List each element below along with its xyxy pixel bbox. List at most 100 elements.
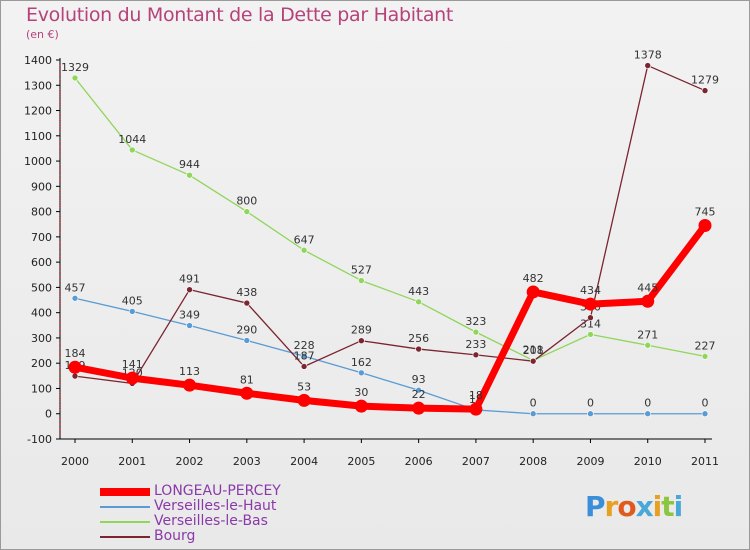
- proxiti-logo: Proxiti: [585, 490, 684, 523]
- x-tick-label: 2000: [61, 455, 89, 468]
- y-tick-label: 700: [31, 231, 52, 244]
- data-point: [358, 369, 365, 377]
- data-point: [71, 74, 79, 82]
- data-label: 187: [294, 349, 315, 362]
- y-minor-tick: [59, 99, 61, 102]
- data-label: 93: [412, 373, 426, 386]
- data-point: [641, 294, 655, 308]
- y-minor-tick: [59, 321, 61, 324]
- y-minor-tick: [59, 241, 61, 243]
- data-label: 18: [469, 389, 483, 402]
- data-point: [583, 297, 597, 311]
- y-tick-label: -100: [27, 433, 52, 446]
- data-point: [297, 393, 311, 407]
- y-minor-tick: [59, 175, 61, 178]
- legend-label: Bourg: [154, 528, 196, 544]
- y-minor-tick: [59, 139, 61, 142]
- data-point: [412, 401, 426, 415]
- y-minor-tick: [59, 200, 61, 203]
- y-tick-label: 500: [31, 281, 52, 294]
- logo-letter: i: [652, 490, 663, 523]
- data-label: 323: [465, 315, 486, 328]
- y-minor-tick: [59, 296, 61, 299]
- logo-letter: r: [604, 490, 619, 523]
- data-label: 290: [236, 323, 257, 336]
- y-minor-tick: [59, 150, 61, 152]
- series-longeau-percey: 184 141 113 81 53 30 22 18 482 434 445 745: [65, 205, 716, 416]
- y-tick-label: 1400: [24, 54, 52, 67]
- x-tick-label: 2003: [233, 455, 261, 468]
- data-label: 457: [65, 281, 86, 294]
- data-label: 434: [580, 284, 601, 297]
- y-minor-tick: [59, 266, 61, 269]
- data-label: 30: [354, 386, 368, 399]
- y-minor-tick: [59, 347, 61, 349]
- y-minor-tick: [59, 276, 61, 279]
- series-verseilles-le-bas: 1329 1044 944 800 647 527 443 323 211 314 271 227: [61, 61, 716, 364]
- y-minor-tick: [59, 427, 61, 430]
- data-point: [240, 386, 254, 400]
- y-minor-tick: [59, 256, 61, 258]
- data-label: 443: [408, 285, 429, 298]
- data-label: 1329: [61, 61, 89, 74]
- data-point: [68, 360, 82, 374]
- y-minor-tick: [59, 220, 61, 223]
- y-minor-tick: [59, 397, 61, 400]
- legend-label: LONGEAU-PERCEY: [154, 483, 281, 499]
- data-label: 800: [236, 195, 257, 208]
- data-label: 445: [637, 281, 658, 294]
- data-label: 81: [240, 373, 254, 386]
- legend-swatch: [100, 488, 150, 496]
- legend-swatch: [100, 536, 150, 538]
- data-label: 289: [351, 324, 372, 337]
- data-point: [587, 314, 594, 322]
- data-point: [71, 372, 79, 380]
- data-point: [415, 298, 422, 306]
- data-label: 491: [179, 273, 200, 286]
- data-point: [183, 378, 197, 392]
- y-minor-tick: [59, 382, 61, 385]
- y-minor-tick: [59, 195, 61, 198]
- y-tick-label: 1100: [24, 130, 52, 143]
- y-tick-label: 1200: [24, 105, 52, 118]
- data-label: 527: [351, 264, 372, 277]
- y-minor-tick: [59, 104, 61, 107]
- y-minor-tick: [59, 215, 61, 218]
- y-minor-tick: [59, 124, 61, 127]
- logo-letter: i: [673, 490, 684, 523]
- data-point: [701, 87, 709, 94]
- logo-letter: x: [635, 490, 654, 523]
- data-point: [300, 246, 308, 254]
- y-minor-tick: [59, 165, 61, 168]
- data-point: [186, 322, 193, 329]
- data-point: [243, 299, 251, 307]
- data-label: 22: [412, 388, 426, 401]
- y-minor-tick: [59, 377, 61, 380]
- x-tick-label: 2001: [118, 455, 146, 468]
- y-tick-label: 1000: [24, 155, 52, 168]
- data-point: [644, 341, 652, 349]
- data-point: [186, 286, 193, 293]
- data-label: 647: [294, 233, 315, 246]
- data-point: [701, 353, 709, 360]
- data-label: 256: [408, 332, 429, 345]
- y-minor-tick: [59, 357, 61, 360]
- data-point: [587, 331, 594, 338]
- y-minor-tick: [59, 246, 61, 248]
- logo-letter: P: [585, 490, 606, 523]
- x-tick-label: 2009: [576, 455, 604, 468]
- data-label: 745: [695, 205, 716, 218]
- y-tick-label: 1300: [24, 79, 52, 92]
- y-tick-label: 100: [31, 382, 52, 395]
- data-point: [472, 328, 480, 336]
- y-minor-tick: [59, 372, 61, 375]
- y-minor-tick: [59, 205, 61, 208]
- y-minor-tick: [59, 64, 61, 66]
- legend-swatch: [100, 521, 150, 523]
- logo-letter: o: [617, 490, 636, 523]
- data-point: [529, 410, 537, 418]
- y-minor-tick: [59, 180, 61, 183]
- data-point: [415, 345, 422, 353]
- data-label: 208: [523, 344, 544, 357]
